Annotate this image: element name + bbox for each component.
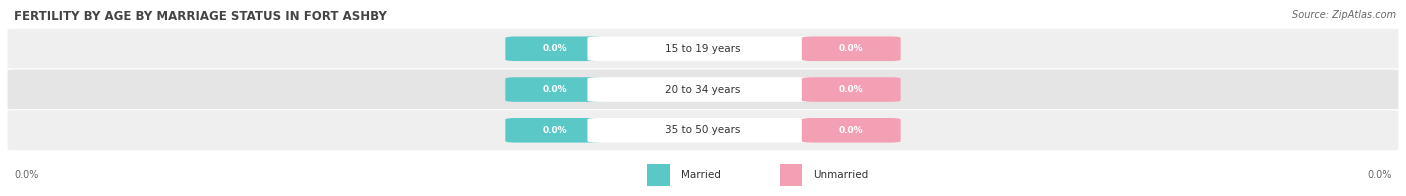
Text: 0.0%: 0.0%: [543, 85, 567, 94]
FancyBboxPatch shape: [505, 36, 605, 61]
FancyBboxPatch shape: [588, 36, 818, 61]
FancyBboxPatch shape: [505, 77, 605, 102]
Text: FERTILITY BY AGE BY MARRIAGE STATUS IN FORT ASHBY: FERTILITY BY AGE BY MARRIAGE STATUS IN F…: [14, 10, 387, 23]
FancyBboxPatch shape: [801, 118, 901, 143]
FancyBboxPatch shape: [7, 28, 1399, 69]
Text: 0.0%: 0.0%: [839, 126, 863, 135]
Text: 15 to 19 years: 15 to 19 years: [665, 44, 741, 54]
FancyBboxPatch shape: [588, 118, 818, 143]
Text: Married: Married: [681, 170, 721, 180]
FancyBboxPatch shape: [588, 77, 818, 102]
FancyBboxPatch shape: [505, 118, 605, 143]
FancyBboxPatch shape: [647, 164, 669, 186]
Text: Source: ZipAtlas.com: Source: ZipAtlas.com: [1292, 10, 1396, 20]
Text: 35 to 50 years: 35 to 50 years: [665, 125, 741, 135]
FancyBboxPatch shape: [7, 69, 1399, 110]
Text: 0.0%: 0.0%: [1368, 170, 1392, 180]
Text: 20 to 34 years: 20 to 34 years: [665, 84, 741, 94]
Text: Unmarried: Unmarried: [813, 170, 869, 180]
FancyBboxPatch shape: [7, 110, 1399, 151]
FancyBboxPatch shape: [801, 77, 901, 102]
Text: 0.0%: 0.0%: [543, 126, 567, 135]
Text: 0.0%: 0.0%: [543, 44, 567, 53]
Text: 0.0%: 0.0%: [839, 85, 863, 94]
FancyBboxPatch shape: [801, 36, 901, 61]
Text: 0.0%: 0.0%: [14, 170, 38, 180]
FancyBboxPatch shape: [779, 164, 801, 186]
Text: 0.0%: 0.0%: [839, 44, 863, 53]
